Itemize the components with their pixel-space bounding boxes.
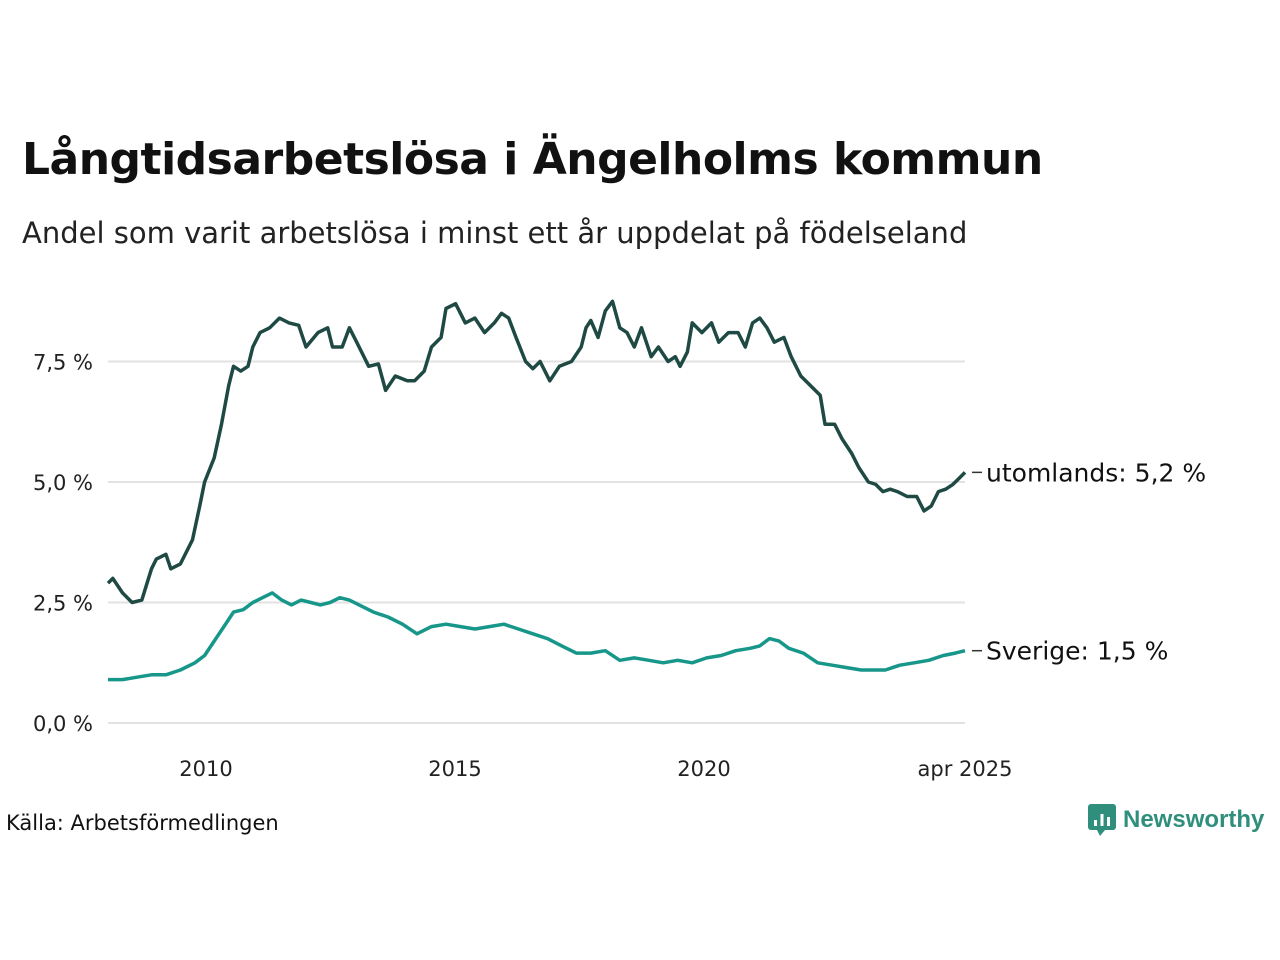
newsworthy-logo-icon [1088,804,1116,836]
end-label-sverige: Sverige: 1,5 % [986,637,1168,666]
x-tick-label: apr 2025 [918,757,1013,781]
x-tick-label: 2010 [179,757,232,781]
y-tick-label: 5,0 % [33,471,93,495]
x-tick-label: 2015 [428,757,481,781]
series-lines [106,299,967,682]
chart-subtitle: Andel som varit arbetslösa i minst ett å… [22,216,968,250]
brand-name: Newsworthy [1123,806,1265,833]
grid-lines [108,360,965,724]
x-tick-label: 2020 [677,757,730,781]
y-tick-label: 0,0 % [33,712,93,736]
x-axis-ticks: 2010 2015 2020 apr 2025 [179,757,1012,781]
series-line-utomlands [106,299,967,605]
y-tick-label: 7,5 % [33,351,93,375]
y-axis-ticks: 0,0 % 2,5 % 5,0 % 7,5 % [33,351,93,737]
series-line-sverige [108,591,966,682]
brand-logo: Newsworthy [1087,803,1264,837]
chart-title: Långtidsarbetslösa i Ängelholms kommun [22,134,1043,185]
y-tick-label: 2,5 % [33,592,93,616]
source-note: Källa: Arbetsförmedlingen [6,811,279,835]
end-labels: utomlands: 5,2 % Sverige: 1,5 % [972,458,1206,666]
end-label-utomlands: utomlands: 5,2 % [986,458,1206,487]
